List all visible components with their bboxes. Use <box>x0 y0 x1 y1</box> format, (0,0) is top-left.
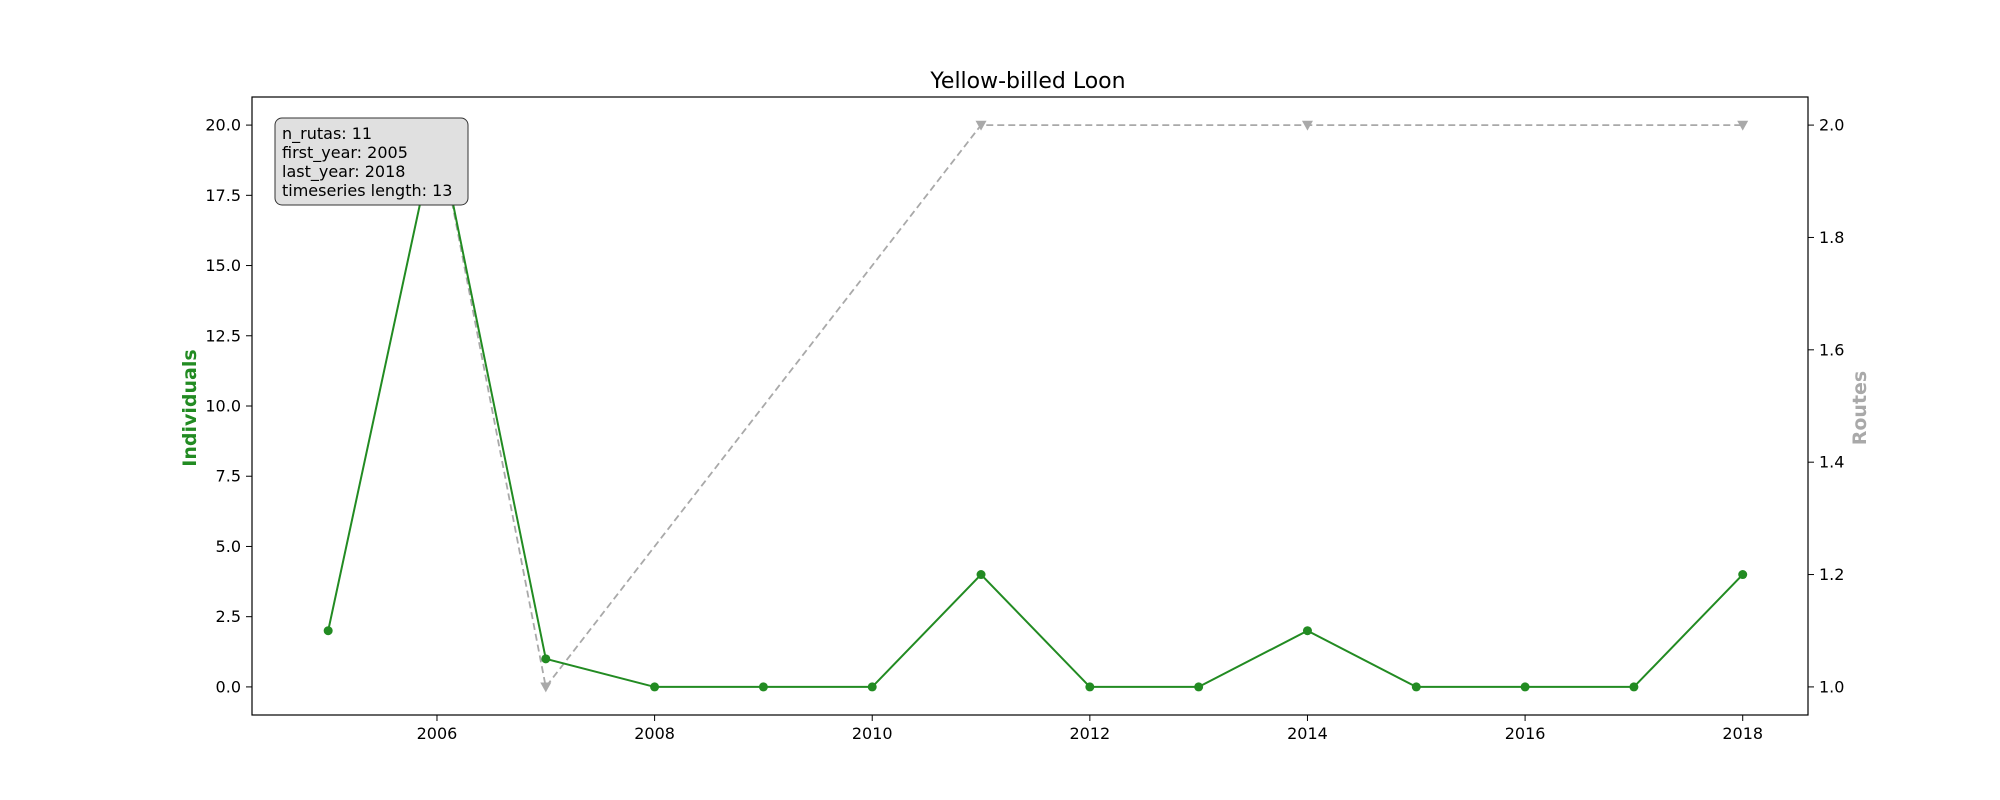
x-tick-label-2006: 2006 <box>417 724 458 743</box>
info-box-background <box>274 117 469 206</box>
chart-title: Yellow-billed Loon <box>929 69 1125 94</box>
left-y-tick-label-10.0: 10.0 <box>205 397 241 416</box>
data-point-left-2017 <box>1629 682 1639 692</box>
x-tick-label-2014: 2014 <box>1287 724 1328 743</box>
left-axis-label: Individuals <box>179 349 201 466</box>
plot-frame <box>251 96 1809 716</box>
left-y-tick-label-2.5: 2.5 <box>216 607 241 626</box>
left-y-tick-label-5.0: 5.0 <box>216 537 241 556</box>
series-line-right-axis <box>328 124 1743 690</box>
right-y-tick-label-1.8: 1.8 <box>1819 228 1844 247</box>
axes: 2006 2008 2010 2012 2014 2016 2018 0.0 2.5 5.0 7.5… <box>205 96 1844 743</box>
data-point-right-2018 <box>1737 120 1749 131</box>
left-y-tick-label-0.0: 0.0 <box>216 677 241 696</box>
left-y-tick-label-12.5: 12.5 <box>205 326 241 345</box>
left-y-tick-label-7.5: 7.5 <box>216 467 241 486</box>
data-point-left-2015 <box>1411 682 1421 692</box>
data-point-right-2007 <box>540 682 552 693</box>
data-point-right-2011 <box>975 120 987 131</box>
data-point-left-2005 <box>323 626 333 636</box>
x-tick-label-2010: 2010 <box>852 724 893 743</box>
right-y-tick-label-1.0: 1.0 <box>1819 677 1844 696</box>
data-point-left-2009 <box>758 682 768 692</box>
right-y-tick-label-1.2: 1.2 <box>1819 565 1844 584</box>
x-tick-label-2012: 2012 <box>1069 724 1110 743</box>
series-layer <box>322 120 1749 693</box>
x-tick-label-2018: 2018 <box>1722 724 1763 743</box>
left-y-tick-label-20.0: 20.0 <box>205 116 241 135</box>
info-line-first-year: first_year: 2005 <box>282 143 408 163</box>
data-point-left-2011 <box>976 570 986 580</box>
info-line-timeseries-length: timeseries length: 13 <box>282 181 452 200</box>
right-axis-label: Routes <box>1849 371 1871 446</box>
series-line-left-axis <box>327 124 1744 688</box>
x-tick-label-2008: 2008 <box>634 724 675 743</box>
data-point-left-2014 <box>1302 626 1312 636</box>
right-y-tick-label-1.6: 1.6 <box>1819 340 1844 359</box>
data-point-left-2013 <box>1194 682 1204 692</box>
data-point-left-2012 <box>1085 682 1095 692</box>
data-point-left-2007 <box>541 654 551 664</box>
x-tick-label-2016: 2016 <box>1505 724 1546 743</box>
left-y-tick-label-15.0: 15.0 <box>205 256 241 275</box>
data-point-left-2008 <box>650 682 660 692</box>
left-y-tick-label-17.5: 17.5 <box>205 186 241 205</box>
info-line-last-year: last_year: 2018 <box>282 162 405 182</box>
right-y-tick-label-1.4: 1.4 <box>1819 453 1844 472</box>
data-point-left-2016 <box>1520 682 1530 692</box>
data-point-right-2014 <box>1301 120 1313 131</box>
data-point-left-2010 <box>867 682 877 692</box>
data-point-left-2018 <box>1738 570 1748 580</box>
info-box: n_rutas: 11 first_year: 2005 last_year: … <box>274 117 469 206</box>
right-y-tick-label-2.0: 2.0 <box>1819 116 1844 135</box>
info-line-n-rutas: n_rutas: 11 <box>282 124 372 144</box>
